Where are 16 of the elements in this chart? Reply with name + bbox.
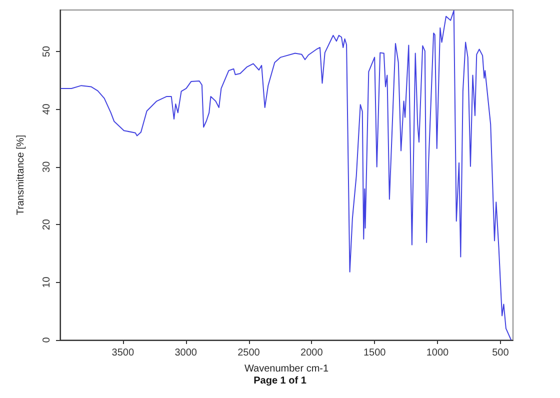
x-tick-label: 1500 <box>363 348 386 358</box>
y-tick-label: 30 <box>42 160 52 172</box>
text: Page 1 of 1 <box>254 376 307 386</box>
y-tick-label: 40 <box>42 103 52 115</box>
y-tick-label: 50 <box>42 46 52 58</box>
x-tick-label: 3500 <box>112 348 134 358</box>
x-tick-label: 1000 <box>426 348 450 358</box>
y-tick-label: 0 <box>42 336 52 343</box>
y-axis-title: Transmittance [%] <box>16 134 26 216</box>
x-tick-label: 2000 <box>300 348 324 358</box>
x-tick-label: 3000 <box>174 348 198 358</box>
x-axis-title: Wavenumber cm-1 <box>244 364 329 374</box>
x-tick-label: 2500 <box>238 348 260 358</box>
x-tick-label: 500 <box>492 348 510 358</box>
y-tick-label: 10 <box>42 276 52 288</box>
y-tick-label: 20 <box>42 218 52 230</box>
